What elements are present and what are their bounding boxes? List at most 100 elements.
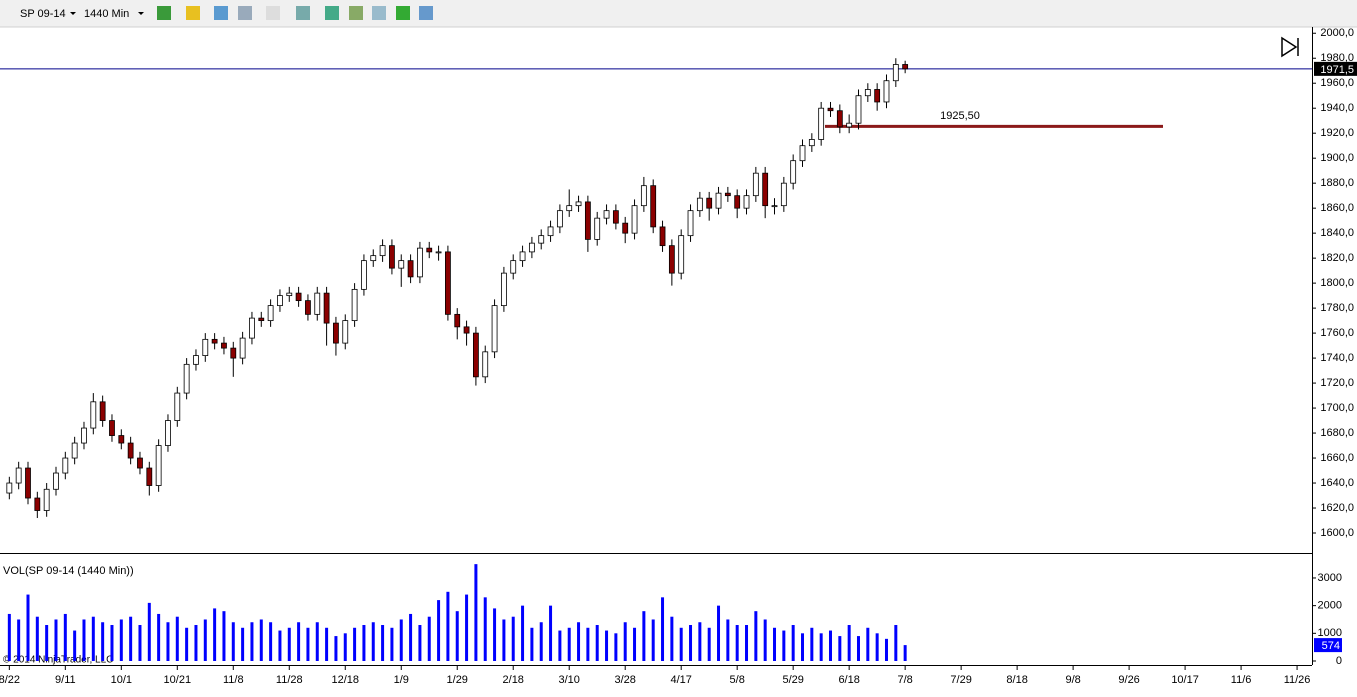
last-price-box — [1314, 61, 1357, 76]
volume-bar — [763, 619, 767, 661]
x-tick-label: 10/21 — [164, 674, 192, 686]
y-tick-label: 2000,0 — [1320, 27, 1354, 39]
volume-bar — [250, 622, 254, 661]
candle-body — [836, 110, 843, 128]
candle-body — [389, 245, 395, 269]
order-button[interactable] — [396, 6, 410, 20]
volume-bar — [418, 625, 422, 661]
volume-bar — [334, 636, 338, 661]
volume-bar — [521, 605, 525, 661]
candle-body — [286, 292, 293, 297]
volume-bar — [297, 622, 301, 661]
candle-body — [109, 420, 115, 436]
candle-body — [25, 467, 31, 499]
volume-bar — [222, 611, 226, 661]
candle-body — [482, 351, 489, 378]
interval-selector[interactable]: 1440 Min — [84, 8, 129, 20]
volume-bar — [782, 630, 786, 661]
volume-bar — [894, 625, 898, 661]
volume-bar — [838, 636, 842, 661]
x-tick-label: 8/18 — [1006, 674, 1027, 686]
candle-body — [864, 89, 871, 97]
volume-bar — [791, 625, 795, 661]
volume-bar — [35, 616, 39, 661]
candle-body — [668, 245, 675, 274]
template-button[interactable] — [372, 6, 386, 20]
candle-body — [463, 326, 470, 334]
instrument-dropdown[interactable] — [70, 12, 76, 15]
volume-bar — [819, 633, 823, 661]
candle-body — [790, 160, 797, 184]
toolbar — [0, 0, 1357, 27]
volume-bar — [138, 625, 142, 661]
pointer-button[interactable] — [266, 6, 280, 20]
drawing-tool-button[interactable] — [186, 6, 200, 20]
candle-body — [379, 245, 386, 257]
candle-body — [650, 185, 657, 228]
candle-body — [892, 64, 899, 82]
x-tick-label: 9/26 — [1118, 674, 1139, 686]
candle-body — [6, 482, 13, 494]
candle-body — [687, 210, 694, 237]
candle-body — [361, 260, 367, 290]
volume-bar — [530, 627, 534, 661]
volume-bar — [698, 622, 702, 661]
candle-body — [491, 305, 498, 353]
candle-body — [883, 80, 890, 103]
properties-button[interactable] — [349, 6, 363, 20]
candle-body — [855, 95, 862, 124]
candle-body — [445, 251, 451, 315]
chart-style-button[interactable] — [157, 6, 171, 20]
y-tick-label: 1620,0 — [1320, 502, 1354, 514]
candle-body — [696, 197, 703, 212]
y-tick-label: 1880,0 — [1320, 177, 1354, 189]
volume-bar — [54, 619, 58, 661]
window-button[interactable] — [419, 6, 433, 20]
candle-body — [305, 300, 311, 315]
volume-bar — [82, 619, 86, 661]
y-tick-label: 1740,0 — [1320, 352, 1354, 364]
x-tick-label: 10/17 — [1171, 674, 1199, 686]
x-tick-label: 11/6 — [1231, 674, 1252, 686]
candle-body — [211, 338, 218, 344]
x-tick-label: 6/18 — [838, 674, 859, 686]
candle-body — [99, 401, 106, 421]
last-volume-label: 574 — [1322, 640, 1340, 652]
data-box-button[interactable] — [325, 6, 339, 20]
volume-bar — [875, 633, 879, 661]
volume-bar — [306, 627, 310, 661]
scroll-to-end-button[interactable] — [1281, 36, 1299, 58]
x-tick-label: 10/1 — [111, 674, 132, 686]
interval-dropdown[interactable] — [138, 12, 144, 15]
x-tick-label: 7/29 — [950, 674, 971, 686]
y-tick-label: 0 — [1336, 655, 1342, 667]
indicator-button[interactable] — [214, 6, 228, 20]
volume-bar — [801, 633, 805, 661]
volume-bar — [614, 633, 618, 661]
candle-body — [267, 305, 274, 322]
volume-bar — [465, 594, 469, 661]
volume-bar — [735, 625, 739, 661]
y-tick-label: 1820,0 — [1320, 252, 1354, 264]
volume-bar — [455, 611, 459, 661]
candle-body — [510, 260, 517, 274]
volume-bar — [101, 622, 105, 661]
candle-body — [71, 442, 78, 459]
volume-bar — [7, 613, 11, 661]
y-tick-label: 1640,0 — [1320, 477, 1354, 489]
candle-body — [370, 255, 377, 262]
y-tick-label: 1680,0 — [1320, 427, 1354, 439]
zoom-button[interactable] — [296, 6, 310, 20]
candle-body — [249, 317, 255, 339]
candle-body — [407, 260, 414, 278]
candle-body — [631, 205, 638, 234]
volume-bar — [185, 627, 189, 661]
x-tick-label: 2/18 — [503, 674, 524, 686]
y-tick-label: 1840,0 — [1320, 227, 1354, 239]
strategy-button[interactable] — [238, 6, 252, 20]
candle-body — [230, 347, 237, 359]
instrument-selector[interactable]: SP 09-14 — [20, 8, 66, 20]
y-tick-label: 1780,0 — [1320, 302, 1354, 314]
y-tick-label: 1940,0 — [1320, 102, 1354, 114]
